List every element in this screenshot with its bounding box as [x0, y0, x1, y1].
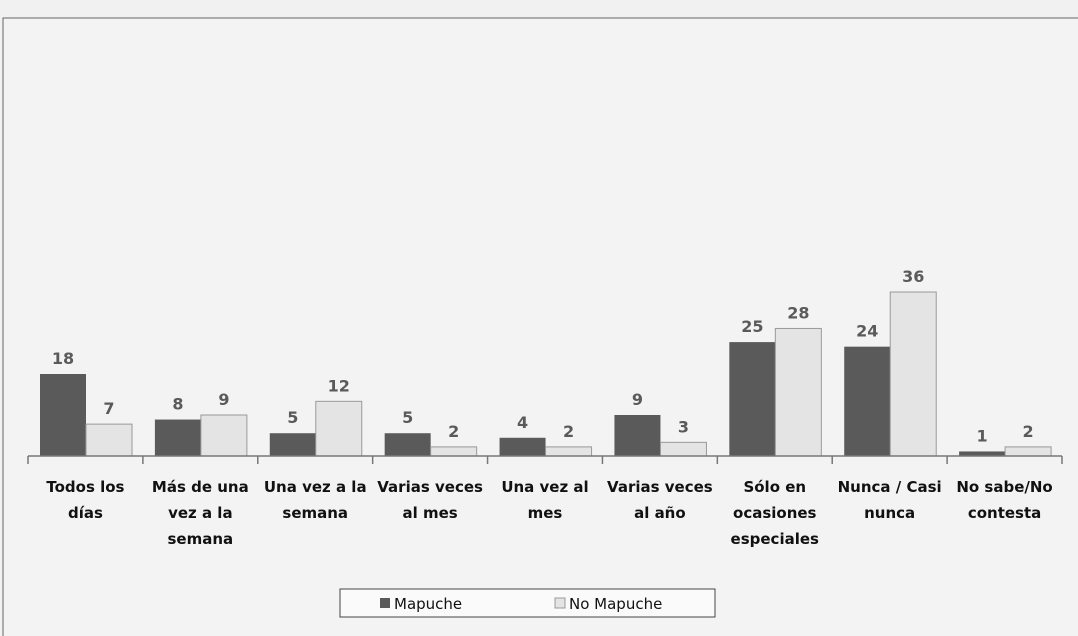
- bar: [270, 433, 316, 456]
- bar: [201, 415, 247, 456]
- value-label: 2: [563, 422, 574, 441]
- x-tick-label: No sabe/No contesta: [949, 474, 1061, 526]
- bar: [775, 328, 821, 456]
- x-tick-label: Sólo en ocasiones especiales: [719, 474, 831, 552]
- value-label: 28: [787, 303, 809, 322]
- legend-swatch: [380, 598, 390, 608]
- value-label: 5: [287, 408, 298, 427]
- value-label: 9: [218, 390, 229, 409]
- bar: [844, 347, 890, 456]
- bar: [546, 447, 592, 456]
- value-label: 24: [856, 322, 878, 341]
- value-label: 2: [448, 422, 459, 441]
- x-tick-label: Una vez al mes: [489, 474, 601, 526]
- value-label: 8: [172, 395, 183, 414]
- x-tick-label: Varias veces al año: [604, 474, 716, 526]
- value-label: 25: [741, 317, 763, 336]
- value-label: 9: [632, 390, 643, 409]
- bar: [660, 442, 706, 456]
- bar: [316, 401, 362, 456]
- value-label: 2: [1023, 422, 1034, 441]
- value-label: 4: [517, 413, 528, 432]
- bar: [385, 433, 431, 456]
- x-tick-label: Todos los días: [29, 474, 141, 526]
- bar: [729, 342, 775, 456]
- x-tick-label: Una vez a la semana: [259, 474, 371, 526]
- legend-label: No Mapuche: [569, 595, 662, 613]
- value-label: 18: [52, 349, 74, 368]
- value-label: 5: [402, 408, 413, 427]
- legend-swatch: [555, 598, 565, 608]
- value-label: 36: [902, 267, 924, 286]
- bar: [1005, 447, 1051, 456]
- bar: [614, 415, 660, 456]
- page: 187895125242932528243612MapucheNo Mapuch…: [0, 0, 1078, 636]
- bar: [86, 424, 132, 456]
- bar: [431, 447, 477, 456]
- legend-label: Mapuche: [394, 595, 462, 613]
- x-tick-label: Más de una vez a la semana: [144, 474, 256, 552]
- value-label: 3: [678, 417, 689, 436]
- value-label: 7: [103, 399, 114, 418]
- value-label: 1: [977, 426, 988, 445]
- value-label: 12: [328, 376, 350, 395]
- x-tick-label: Nunca / Casi nunca: [834, 474, 946, 526]
- bar: [500, 438, 546, 456]
- x-tick-label: Varias veces al mes: [374, 474, 486, 526]
- bar: [890, 292, 936, 456]
- bar: [40, 374, 86, 456]
- bar: [155, 420, 201, 456]
